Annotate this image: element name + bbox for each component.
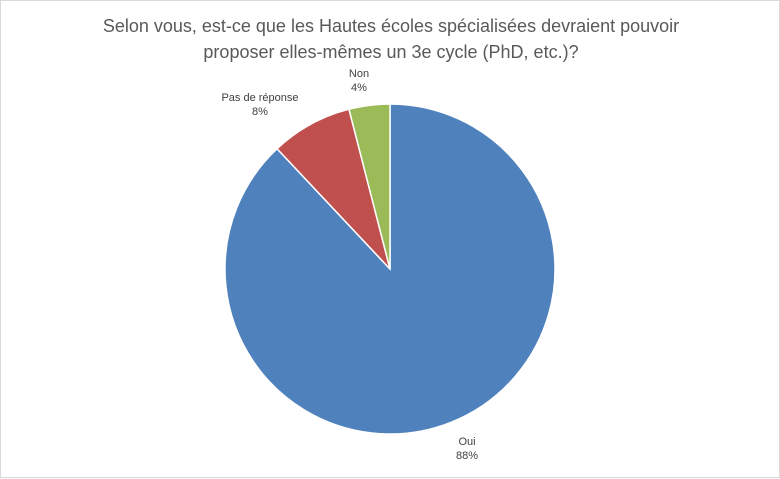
chart-title: Selon vous, est-ce que les Hautes écoles…	[41, 13, 741, 65]
chart-title-line-2: proposer elles-mêmes un 3e cycle (PhD, e…	[203, 42, 579, 62]
data-label-non: Non 4%	[349, 68, 369, 94]
data-label-pas-de-r-ponse: Pas de réponse 8%	[221, 92, 298, 118]
chart-title-line-1: Selon vous, est-ce que les Hautes écoles…	[102, 16, 680, 36]
data-label-oui: Oui 88%	[456, 436, 478, 462]
pie-slice-non	[348, 103, 391, 270]
